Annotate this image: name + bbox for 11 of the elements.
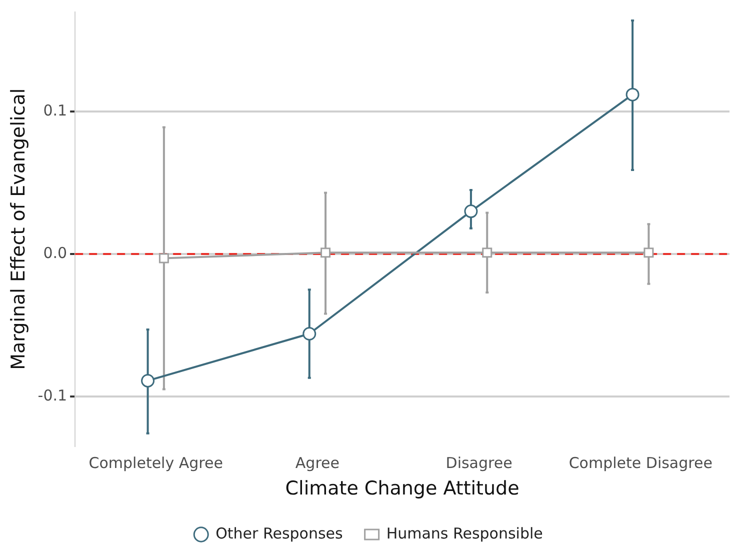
x-tick-label: Complete Disagree — [568, 454, 712, 472]
legend-label: Humans Responsible — [386, 524, 543, 542]
x-tick-label: Agree — [295, 454, 340, 472]
y-axis-title: Marginal Effect of Evangelical — [7, 88, 30, 370]
legend-label: Other Responses — [216, 524, 344, 542]
y-tick-label: -0.1 — [38, 386, 68, 404]
x-axis-title: Climate Change Attitude — [285, 478, 520, 500]
x-tick-label: Completely Agree — [88, 454, 223, 472]
y-tick-label: 0.1 — [43, 102, 68, 120]
y-tick-label: 0.0 — [43, 244, 68, 262]
x-tick-label: Disagree — [446, 454, 512, 472]
